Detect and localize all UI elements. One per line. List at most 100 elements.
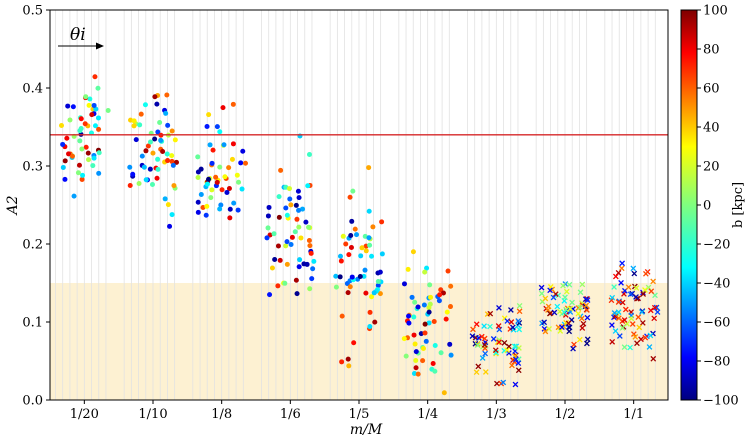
- data-point: [127, 182, 133, 188]
- data-point: [431, 318, 437, 324]
- data-point: [138, 111, 144, 117]
- data-point: [363, 248, 369, 254]
- y-tick: 0.4: [22, 82, 50, 97]
- data-point-cross: [542, 328, 549, 335]
- data-point: [213, 174, 219, 180]
- data-point: [162, 196, 168, 202]
- data-point: [413, 358, 419, 364]
- data-point: [349, 218, 355, 224]
- data-point-cross: [557, 328, 564, 334]
- data-point: [226, 186, 232, 192]
- data-point-cross: [630, 265, 637, 272]
- data-point: [143, 148, 149, 154]
- data-point-cross: [631, 270, 638, 277]
- data-point: [369, 253, 375, 259]
- data-point: [87, 96, 93, 102]
- data-point: [67, 117, 73, 123]
- data-point: [76, 162, 82, 168]
- data-point-cross: [584, 340, 590, 347]
- data-point: [131, 118, 137, 124]
- data-point: [62, 158, 68, 164]
- data-point: [371, 290, 377, 296]
- data-point: [338, 258, 344, 264]
- data-point-cross: [490, 336, 497, 342]
- data-point: [222, 174, 228, 180]
- colorbar-tick: −80: [697, 355, 730, 370]
- x-tick-label: 1/6: [280, 407, 301, 422]
- data-point: [305, 183, 311, 189]
- data-point: [339, 313, 345, 319]
- x-tick-label: 1/4: [417, 407, 438, 422]
- data-point-cross: [554, 303, 561, 310]
- theta-label: θi: [70, 25, 86, 45]
- data-point: [80, 172, 86, 178]
- data-point-cross: [612, 328, 619, 334]
- data-point: [420, 346, 426, 352]
- data-point: [277, 257, 283, 263]
- data-point: [421, 302, 427, 308]
- data-point-cross: [654, 309, 661, 315]
- data-point-cross: [492, 347, 499, 354]
- data-point: [269, 265, 275, 271]
- y-tick: 0.1: [22, 316, 50, 331]
- data-point: [165, 158, 171, 164]
- data-point: [218, 202, 224, 208]
- data-point: [437, 292, 443, 298]
- colorbar-tick-label: 20: [703, 160, 720, 175]
- data-point-cross: [633, 285, 640, 291]
- data-point-cross: [639, 320, 646, 326]
- data-point-cross: [616, 333, 623, 339]
- data-point-cross: [506, 343, 512, 350]
- data-point-cross: [515, 318, 522, 324]
- data-point-cross: [563, 288, 570, 295]
- data-point: [284, 212, 290, 218]
- data-point-cross: [551, 309, 558, 316]
- data-point-cross: [479, 355, 486, 361]
- data-point: [206, 112, 212, 118]
- data-point: [230, 101, 236, 107]
- data-point: [169, 158, 175, 164]
- data-point-cross: [557, 308, 563, 315]
- data-point-cross: [504, 318, 511, 324]
- data-point-cross: [509, 362, 515, 369]
- data-point: [86, 102, 92, 108]
- data-point-cross: [653, 304, 660, 311]
- data-point-cross: [583, 302, 590, 309]
- data-point-cross: [584, 314, 591, 321]
- x-tick-label: 1/8: [211, 407, 232, 422]
- data-point: [367, 242, 373, 248]
- data-point: [150, 150, 156, 156]
- data-point: [214, 124, 220, 130]
- data-point-cross: [515, 360, 522, 367]
- data-point: [411, 332, 417, 338]
- data-point-cross: [482, 369, 489, 375]
- data-point-cross: [642, 270, 649, 277]
- colorbar-ticks: 100 80 60 40 20 0 −20 −40 −60 −80 −100: [697, 4, 739, 409]
- data-point-cross: [639, 309, 645, 315]
- data-point: [230, 141, 236, 147]
- data-point-cross: [547, 287, 553, 294]
- x-tick: 1/6: [280, 400, 301, 422]
- data-point: [163, 110, 169, 116]
- data-point-cross: [615, 309, 622, 315]
- data-point: [139, 153, 145, 159]
- colorbar-tick: 0: [697, 199, 711, 214]
- data-point: [210, 147, 216, 153]
- data-point: [83, 144, 89, 150]
- y-axis-ticks: 0.0 0.1 0.2 0.3 0.4 0.5: [22, 4, 50, 409]
- data-point: [441, 390, 447, 396]
- data-point: [59, 123, 65, 129]
- colorbar-tick: −40: [697, 277, 730, 292]
- data-point-cross: [500, 379, 507, 386]
- data-point-cross: [577, 304, 583, 311]
- data-point-cross: [632, 334, 639, 340]
- data-point: [66, 151, 72, 157]
- data-point-cross: [542, 295, 549, 302]
- data-point-cross: [647, 332, 654, 339]
- x-tick: 1/10: [138, 400, 168, 422]
- data-point: [224, 189, 230, 195]
- data-point: [288, 241, 294, 247]
- data-point-cross: [622, 306, 629, 313]
- data-point: [405, 266, 411, 272]
- data-point: [227, 206, 233, 212]
